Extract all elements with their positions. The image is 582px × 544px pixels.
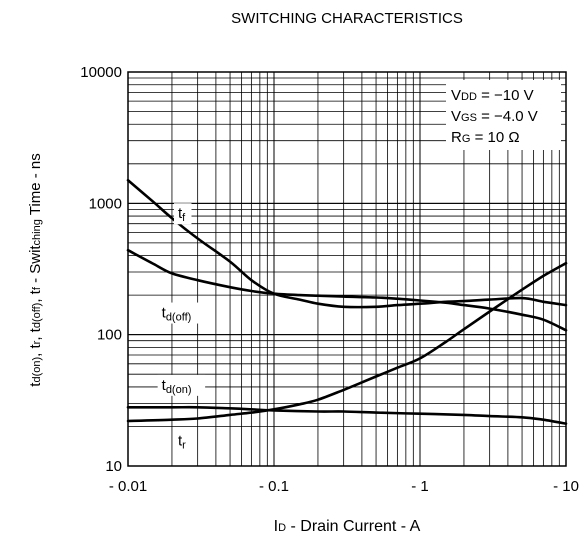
y-tick-label: 10000 — [80, 64, 122, 81]
curve-label-bg — [173, 430, 192, 452]
series-line-tdon — [126, 405, 568, 425]
curve-label-tr: tr — [178, 433, 186, 452]
series-line-tf — [126, 178, 568, 309]
chart-title: SWITCHING CHARACTERISTICS — [231, 10, 463, 27]
y-tick-label: 10 — [105, 458, 122, 475]
plot-border — [127, 71, 567, 467]
x-tick-label: - 1 — [411, 478, 429, 495]
grid — [127, 71, 567, 467]
curve-label-bg — [157, 374, 206, 396]
x-tick-label: - 10 — [553, 478, 579, 495]
y-axis-label: td(on), tr, td(off), tf - Switching Time… — [27, 153, 44, 386]
tick-labels: - 0.01 - 0.1 - 1 - 10 10 100 1000 10000 — [80, 64, 579, 495]
condition-line: VDD = −10 V — [451, 87, 534, 104]
x-tick-label: - 0.01 — [109, 478, 147, 495]
conditions-box: VDD = −10 V VGS = −4.0 V RG = 10 Ω — [446, 80, 561, 150]
y-tick-label: 1000 — [89, 195, 122, 212]
curve-labels: tf td(off) td(on) tr — [157, 203, 213, 452]
curves — [126, 178, 568, 425]
curve-label-bg — [173, 203, 192, 225]
curve-label-tdoff: td(off) — [162, 305, 192, 324]
condition-line: VGS = −4.0 V — [451, 108, 538, 125]
series-line-tdoff — [126, 248, 568, 332]
curve-label-tdon: td(on) — [162, 377, 192, 396]
conditions-bg — [446, 80, 561, 150]
condition-line: RG = 10 Ω — [451, 129, 520, 146]
y-tick-label: 100 — [97, 327, 122, 344]
plot-frame — [127, 71, 567, 467]
curve-label-tf: tf — [178, 205, 186, 224]
series-line-tr — [126, 261, 568, 423]
curve-label-bg — [157, 302, 213, 324]
x-tick-label: - 0.1 — [259, 478, 289, 495]
x-axis-label: ID - Drain Current - A — [274, 518, 421, 535]
